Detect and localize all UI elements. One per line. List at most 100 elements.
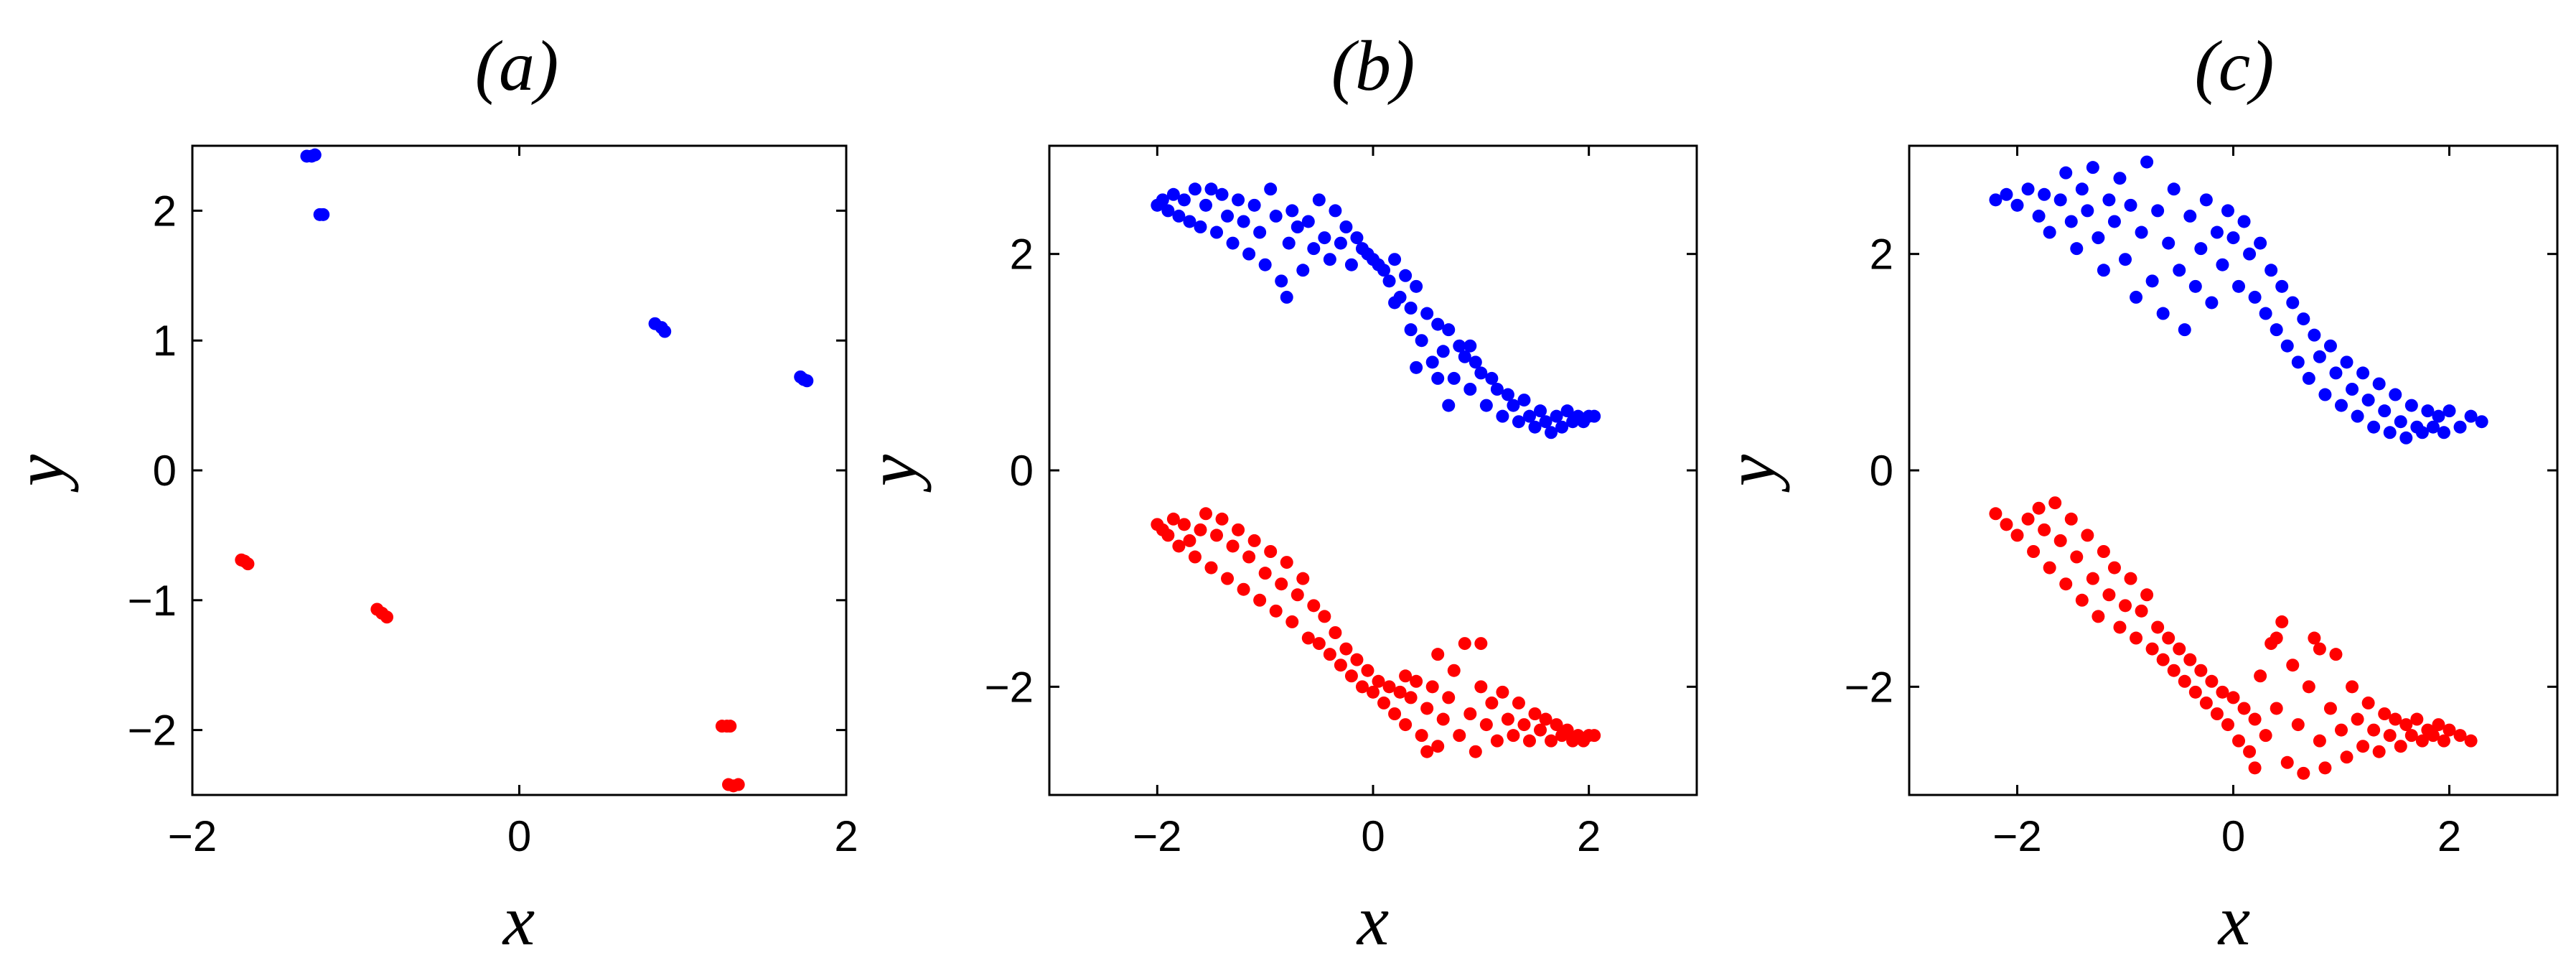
- scatter-point: [2000, 187, 2013, 201]
- scatter-point: [2167, 182, 2181, 196]
- scatter-point: [2000, 518, 2013, 531]
- panel-a-title: (a): [475, 26, 559, 106]
- y-tick-label: 0: [1870, 447, 1893, 495]
- scatter-point: [1344, 669, 1358, 683]
- scatter-point: [1188, 182, 1202, 196]
- scatter-point: [2102, 193, 2116, 207]
- scatter-point: [2254, 669, 2267, 683]
- scatter-point: [2113, 172, 2127, 185]
- scatter-point: [2097, 545, 2110, 558]
- panel-a-y-axis-label: y: [0, 454, 79, 493]
- scatter-point: [2367, 723, 2381, 737]
- scatter-point: [2232, 734, 2246, 748]
- scatter-point: [2329, 648, 2343, 661]
- scatter-point: [1372, 674, 1385, 688]
- scatter-point: [1177, 518, 1191, 531]
- scatter-point: [1415, 729, 1428, 743]
- scatter-point: [2210, 225, 2224, 239]
- scatter-point: [1490, 383, 1504, 396]
- scatter-point: [1507, 399, 1520, 412]
- scatter-point: [2346, 383, 2359, 396]
- scatter-point: [1350, 653, 1364, 666]
- panel-a: (a) −2 0 2 −2 −1 0 1 2 x y: [0, 26, 858, 960]
- scatter-point: [1522, 409, 1536, 423]
- scatter-point: [1485, 696, 1499, 710]
- scatter-point: [2378, 404, 2392, 418]
- scatter-point: [1404, 302, 1418, 315]
- scatter-point: [1539, 415, 1552, 429]
- scatter-point: [1199, 198, 1212, 212]
- scatter-point: [1199, 507, 1212, 521]
- scatter-point: [2394, 415, 2407, 429]
- scatter-point: [1247, 198, 1261, 212]
- scatter-point: [1442, 691, 1456, 704]
- scatter-point: [1156, 193, 1169, 207]
- scatter-point: [1442, 399, 1456, 412]
- scatter-point: [2270, 631, 2283, 645]
- scatter-point: [2399, 431, 2413, 445]
- scatter-point: [2437, 734, 2450, 748]
- scatter-point: [2092, 610, 2105, 623]
- scatter-point: [1172, 539, 1186, 553]
- scatter-point: [1269, 209, 1283, 223]
- scatter-point: [1588, 729, 1601, 743]
- scatter-point: [2437, 426, 2450, 439]
- scatter-point: [2297, 312, 2310, 326]
- scatter-point: [1545, 734, 1558, 748]
- scatter-point: [2270, 702, 2283, 715]
- scatter-point: [2081, 204, 2094, 218]
- scatter-point: [2308, 328, 2321, 342]
- scatter-point: [2162, 631, 2175, 645]
- scatter-point: [1221, 209, 1235, 223]
- scatter-point: [1512, 415, 1525, 429]
- scatter-point: [2021, 182, 2035, 196]
- scatter-point: [1307, 242, 1321, 256]
- scatter-point: [1550, 718, 1563, 732]
- scatter-point: [2335, 723, 2348, 737]
- scatter-point: [2130, 290, 2143, 304]
- scatter-point: [1404, 323, 1418, 337]
- scatter-point: [2243, 745, 2257, 758]
- scatter-point: [1479, 718, 1493, 732]
- x-tick-label: 2: [1577, 812, 1601, 860]
- scatter-point: [1285, 615, 1299, 628]
- scatter-point: [1496, 685, 1509, 699]
- scatter-point: [1318, 231, 1331, 245]
- scatter-point: [2313, 642, 2326, 656]
- scatter-point: [1560, 723, 1574, 737]
- scatter-point: [1258, 567, 1272, 580]
- scatter-point: [1517, 718, 1531, 732]
- scatter-point: [2286, 659, 2300, 672]
- y-tick-label: 0: [153, 447, 177, 495]
- scatter-point: [2404, 399, 2418, 412]
- scatter-point: [1485, 371, 1499, 385]
- scatter-point: [1194, 523, 1207, 536]
- scatter-point: [1301, 215, 1315, 228]
- scatter-point: [1501, 388, 1514, 401]
- scatter-point: [2081, 529, 2094, 542]
- scatter-point: [1469, 355, 1482, 369]
- scatter-point: [2032, 209, 2046, 223]
- scatter-point: [1253, 225, 1267, 239]
- scatter-point: [2102, 588, 2116, 602]
- scatter-point: [2064, 215, 2078, 228]
- scatter-point: [2248, 761, 2262, 775]
- scatter-point: [2151, 620, 2165, 634]
- scatter-point: [1431, 317, 1445, 331]
- y-tick-label: 2: [1010, 231, 1034, 279]
- scatter-point: [2130, 631, 2143, 645]
- scatter-point: [2264, 264, 2278, 277]
- scatter-point: [2383, 426, 2397, 439]
- scatter-point: [2043, 561, 2056, 574]
- scatter-point: [2297, 766, 2310, 780]
- scatter-point: [2308, 631, 2321, 645]
- scatter-point: [2340, 750, 2353, 764]
- scatter-point: [2280, 339, 2294, 353]
- scatter-point: [1420, 702, 1434, 715]
- scatter-point: [2188, 279, 2202, 293]
- scatter-point: [2162, 236, 2175, 250]
- scatter-point: [658, 325, 672, 338]
- scatter-point: [2188, 685, 2202, 699]
- scatter-point: [2270, 323, 2283, 337]
- scatter-point: [800, 374, 814, 388]
